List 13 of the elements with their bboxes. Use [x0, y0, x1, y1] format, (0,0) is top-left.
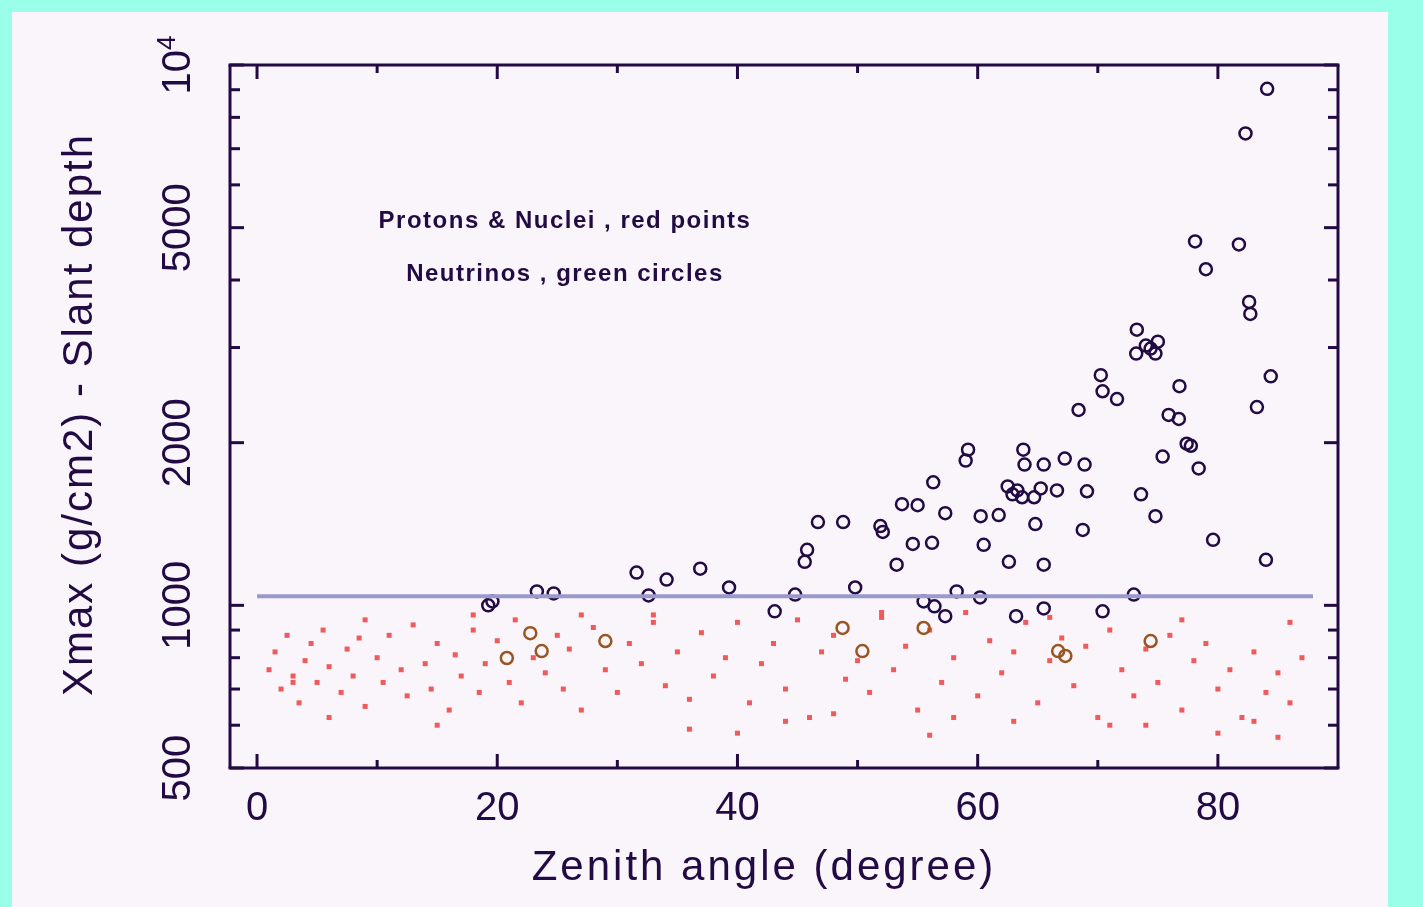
x-tick-label: 80: [1195, 784, 1241, 828]
x-tick-label: 40: [715, 784, 760, 828]
annotation: Protons & Nuclei , red points: [378, 206, 752, 233]
y-tick-label: 500: [154, 734, 198, 802]
annotation: Neutrinos , green circles: [406, 259, 724, 286]
y-axis-title: Xmax (g/cm2) - Slant depth: [54, 132, 101, 697]
x-tick-label: 60: [955, 784, 1000, 828]
y-tick-label: 5000: [154, 183, 198, 273]
y-tick-label: 2000: [154, 398, 198, 488]
x-axis-title: Zenith angle (degree): [531, 842, 997, 889]
x-tick-label: 0: [245, 784, 269, 828]
y-tick-label: 1000: [154, 560, 198, 650]
x-tick-label: 20: [474, 784, 520, 828]
